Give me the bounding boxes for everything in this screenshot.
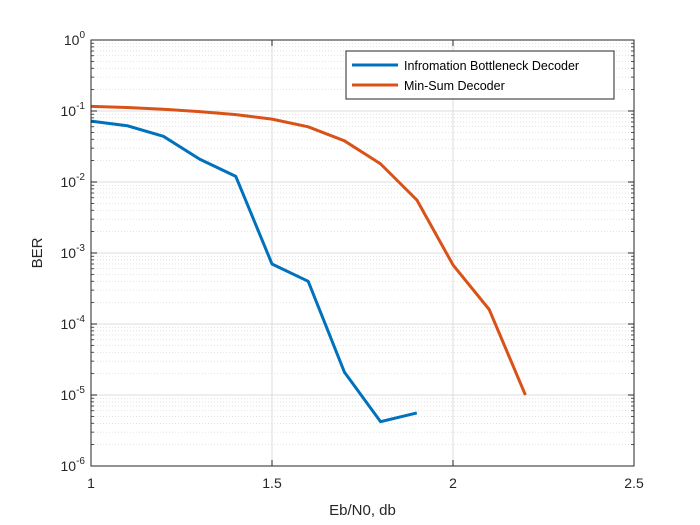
legend-box: [345, 50, 615, 100]
legend: Infromation Bottleneck Decoder Min-Sum De…: [345, 50, 615, 100]
y-tick-label: 10-6: [61, 456, 86, 474]
minor-grid: [91, 42, 634, 445]
x-tick-label: 2.5: [624, 475, 644, 491]
axis-ticks: [90, 39, 635, 467]
y-tick-labels: 10-6 10-5 10-4 10-3 10-2 10-1 100: [61, 30, 86, 474]
y-tick-label: 10-3: [61, 243, 86, 261]
y-tick-label: 10-5: [61, 385, 86, 403]
x-axis-label: Eb/N0, db: [329, 502, 396, 519]
legend-label-2: Min-Sum Decoder: [404, 79, 505, 93]
series-layer: [90, 104, 527, 424]
series-line-1: [90, 119, 418, 424]
y-tick-label: 10-1: [61, 101, 86, 119]
x-tick-label: 1: [87, 475, 95, 491]
x-tick-labels: 1 1.5 2 2.5: [87, 475, 644, 491]
legend-label-1: Infromation Bottleneck Decoder: [404, 59, 579, 73]
series-line-2: [90, 104, 527, 396]
y-tick-label: 100: [64, 30, 86, 48]
y-axis-label: BER: [29, 237, 46, 268]
y-tick-label: 10-4: [61, 314, 86, 332]
x-tick-label: 2: [449, 475, 457, 491]
y-tick-label: 10-2: [61, 172, 86, 190]
x-tick-label: 1.5: [262, 475, 282, 491]
